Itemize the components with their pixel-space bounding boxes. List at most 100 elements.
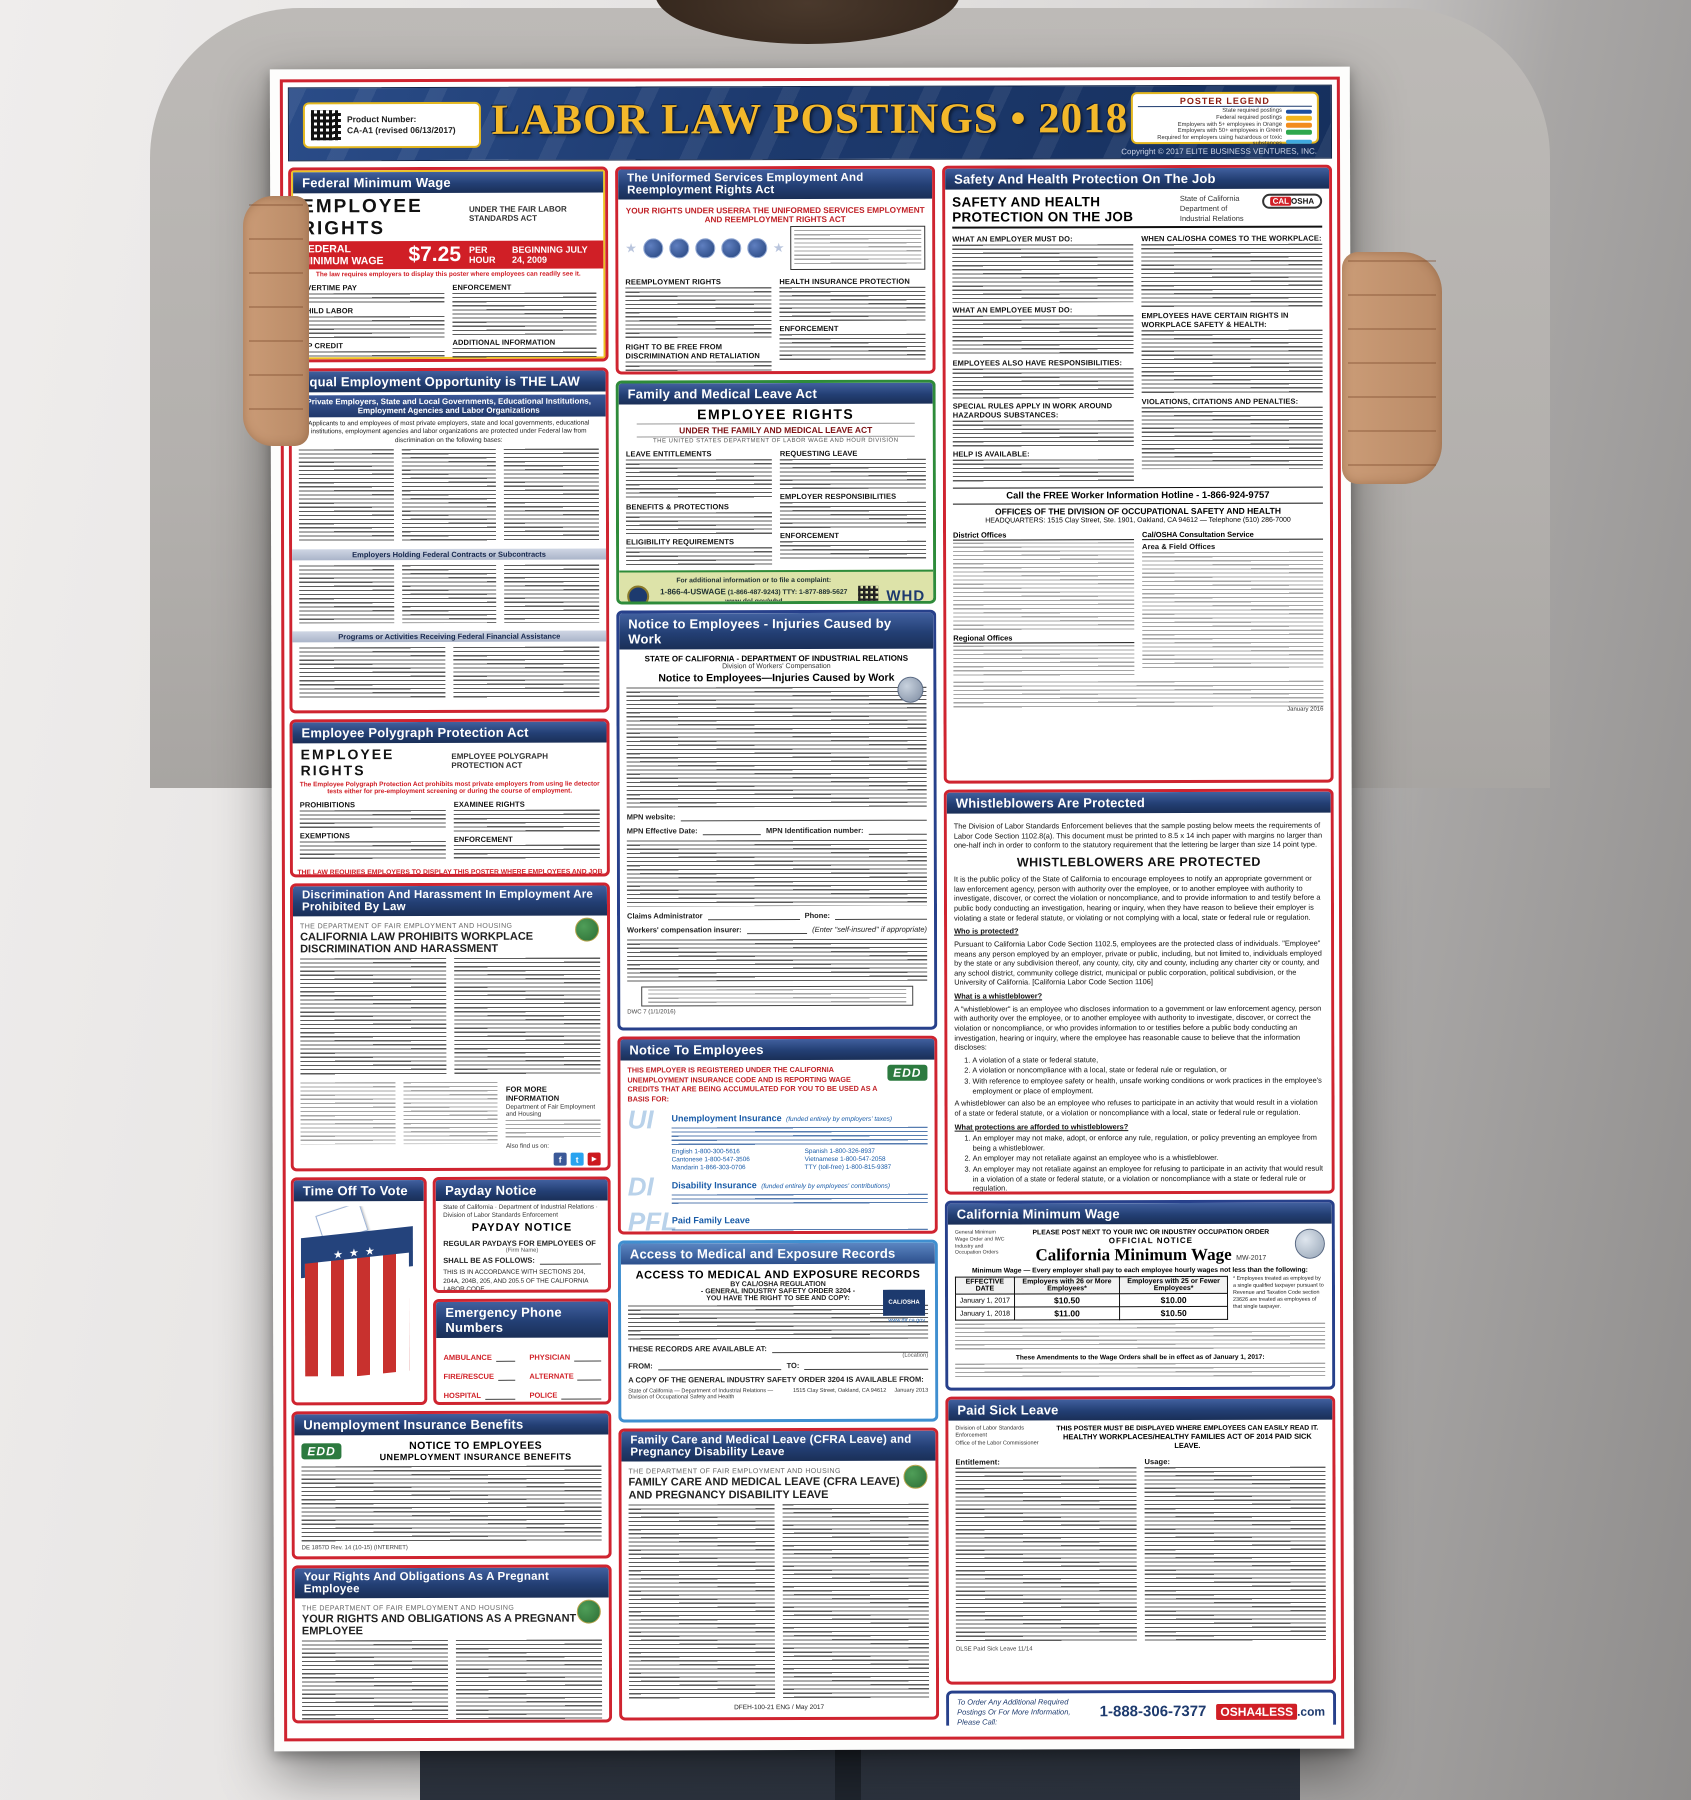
injuries-field-hint: (Enter "self-insured" if appropriate) [812, 924, 928, 934]
product-number-text: Product Number: CA-A1 (revised 06/13/201… [347, 114, 456, 136]
userra-heading: RIGHT TO BE FREE FROM DISCRIMINATION AND… [625, 342, 760, 361]
cfra-body: THE DEPARTMENT OF FAIR EMPLOYMENT AND HO… [621, 1461, 936, 1720]
text-block [625, 361, 772, 375]
mw-date: January 1, 2017 [955, 1293, 1015, 1308]
dfeh-seal-icon [576, 1599, 601, 1624]
text-block [671, 1228, 928, 1235]
injuries-field-label: Phone: [804, 910, 831, 921]
fmla-footer-bar: For additional information or to file a … [619, 569, 934, 605]
records-from-to-row: FROM: TO: [628, 1360, 929, 1371]
minwage-side-note: General Minimum Wage Order and IWC Indus… [954, 1229, 1005, 1256]
section-title: California Minimum Wage [947, 1202, 1332, 1225]
dfeh-more-info-title: FOR MORE INFORMATION [505, 1084, 560, 1103]
order-phone: 1-888-306-7377 [1099, 1703, 1207, 1721]
payday-body: State of California · Department of Indu… [436, 1201, 608, 1293]
osha-consultation-offices: Cal/OSHA Consultation Service Area & Fie… [1142, 527, 1324, 677]
text-block [299, 809, 446, 829]
text-block [299, 647, 446, 700]
text-block [301, 1639, 449, 1724]
text-block [626, 839, 927, 907]
minwage-footnote: * Employees treated as employed by a sin… [1232, 1275, 1324, 1310]
blank-line [835, 910, 928, 920]
osha-columns: WHAT AN EMPLOYER MUST DO: WHAT AN EMPLOY… [952, 231, 1323, 484]
whistle-headline: WHISTLEBLOWERS ARE PROTECTED [1016, 854, 1261, 870]
text-block [671, 1126, 928, 1146]
payday-field: REGULAR PAYDAYS FOR EMPLOYEES OF [443, 1238, 601, 1248]
medal-icon [720, 238, 741, 259]
uib-form-code: DE 1857D Rev. 14 (10-15) (INTERNET) [301, 1545, 408, 1552]
emergency-label: HOSPITAL [443, 1390, 481, 1400]
text-block [299, 840, 446, 862]
emergency-label: AMBULANCE [443, 1352, 492, 1362]
pregnant-columns [301, 1639, 603, 1724]
userra-summary-box [790, 225, 926, 271]
text-block [955, 1467, 1137, 1644]
payday-firm-hint: (Firm Name) [505, 1248, 539, 1255]
injuries-field-label: Claims Administrator [627, 911, 703, 921]
calosha-logo: CAL OSHA [1262, 193, 1323, 209]
edd-pfl-heading: Paid Family Leave [671, 1215, 750, 1226]
section-order-footer: To Order Any Additional Required Posting… [946, 1689, 1337, 1726]
edd-ui-watermark: UI [627, 1104, 654, 1135]
payday-dept: Department of Industrial Relations [498, 1203, 594, 1211]
flsa-heading: TIP CREDIT [300, 341, 344, 351]
text-block [955, 1322, 1326, 1352]
edd-body: THIS EMPLOYER IS REGISTERED UNDER THE CA… [620, 1060, 935, 1235]
osha-heading: HELP IS AVAILABLE: [952, 449, 1030, 459]
text-block [300, 315, 445, 339]
text-block [401, 565, 497, 624]
payday-state: State of California [443, 1203, 494, 1211]
dfeh-more-info: FOR MORE INFORMATION Department of Fair … [506, 1082, 601, 1166]
text-block [300, 292, 445, 304]
facebook-icon: f [553, 1152, 567, 1166]
osha-heading: SPECIAL RULES APPLY IN WORK AROUND HAZAR… [952, 401, 1113, 420]
text-block [952, 244, 1134, 303]
payday-org: State of California · Department of Indu… [443, 1203, 598, 1220]
section-title: Paid Sick Leave [948, 1398, 1333, 1421]
section-whistleblowers-protected: Whistleblowers Are Protected The Divisio… [943, 788, 1335, 1195]
text-block [504, 448, 600, 542]
osha-headline: SAFETY AND HEALTH PROTECTION ON THE JOB [952, 194, 1134, 225]
edd-pfl-block: PFL Paid Family Leave [628, 1206, 928, 1235]
sick-top-row: Division of Labor Standards Enforcement … [955, 1425, 1325, 1451]
dfeh-dept-line: THE DEPARTMENT OF FAIR EMPLOYMENT AND HO… [300, 922, 513, 931]
fmla-footer-phone2: (1-866-487-9243) TTY: 1-877-889-5627 [727, 588, 848, 596]
records-date: January 2013 [894, 1387, 929, 1394]
cfra-headline-2: AND PREGNANCY DISABILITY LEAVE [628, 1488, 829, 1502]
person-right-hand [1342, 252, 1442, 484]
poster-columns: Federal Minimum Wage EMPLOYEE RIGHTS UND… [288, 164, 1337, 1728]
injuries-state-line: STATE OF CALIFORNIA - DEPARTMENT OF INDU… [644, 653, 909, 664]
userra-heading: HEALTH INSURANCE PROTECTION [779, 276, 910, 287]
mw-th-small: Employers with 25 or Fewer Employees* [1119, 1276, 1228, 1294]
records-copy-row: A COPY OF THE GENERAL INDUSTRY SAFETY OR… [628, 1374, 929, 1384]
minwage-code: MW-2017 [1236, 1254, 1267, 1262]
osha-state-lines: State of California Department of Indust… [1180, 194, 1255, 223]
vote-payday-row: Time Off To Vote ★★★ TIME OFF TO VOTE [290, 1176, 612, 1406]
injuries-field: MPN Effective Date: MPN Identification n… [627, 825, 927, 835]
legend-color-chip [1285, 109, 1312, 114]
poster-header-band: LABOR LAW POSTINGS • 2018 Product Number… [287, 84, 1333, 162]
injuries-field: Workers' compensation insurer: (Enter "s… [627, 925, 927, 935]
fmla-footer-line1: For additional information or to file a … [676, 576, 832, 585]
whistle-intro: The Division of Labor Standards Enforcem… [953, 820, 1323, 850]
emergency-label: FIRE/RESCUE [443, 1371, 494, 1381]
text-block [648, 988, 907, 1004]
blank-line [657, 1361, 782, 1371]
section-california-minimum-wage: California Minimum Wage General Minimum … [944, 1199, 1336, 1391]
userra-columns: REEMPLOYMENT RIGHTS RIGHT TO BE FREE FRO… [625, 274, 926, 375]
text-block [628, 1504, 776, 1701]
text-block [779, 286, 926, 322]
flsa-heading: ENFORCEMENT [452, 282, 512, 292]
records-location-hint: (Location) [902, 1352, 929, 1359]
text-block [1141, 329, 1323, 395]
eeo-body-1 [292, 447, 606, 547]
edd-phone: Spanish 1-800-326-8937 [804, 1147, 876, 1155]
emergency-row: AMBULANCE [443, 1352, 516, 1362]
osha-heading: VIOLATIONS, CITATIONS AND PENALTIES: [1141, 396, 1299, 407]
section-edd-notice-to-employees: Notice To Employees THIS EMPLOYER IS REG… [617, 1035, 938, 1235]
fmla-heading: REQUESTING LEAVE [779, 448, 858, 459]
section-userra: The Uniformed Services Employment And Re… [615, 165, 936, 375]
legend-row: Federal required postings [1138, 115, 1312, 121]
text-block [952, 368, 1134, 399]
mw-rate: $10.50 [1119, 1306, 1228, 1320]
